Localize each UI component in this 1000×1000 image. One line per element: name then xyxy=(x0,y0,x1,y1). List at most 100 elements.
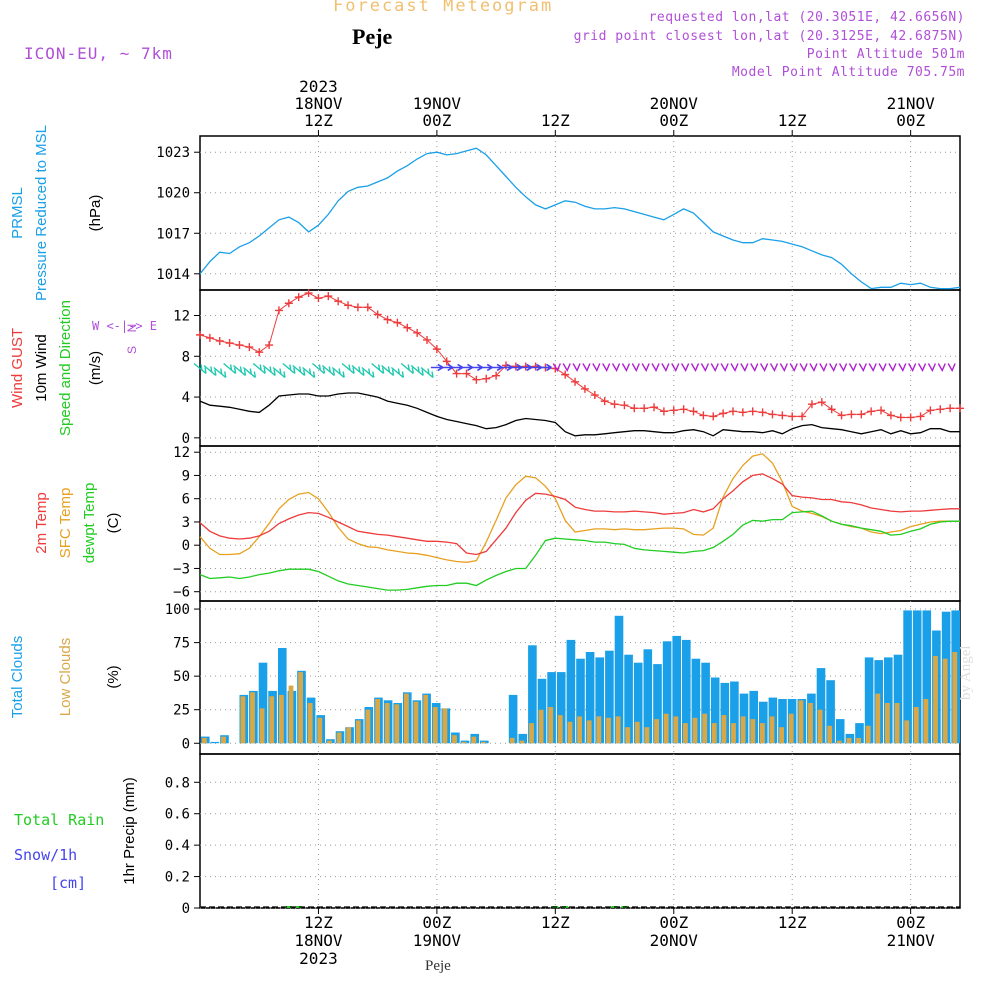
low-cloud-bar xyxy=(548,707,554,744)
compass-n-label: N xyxy=(125,324,139,333)
low-cloud-bar xyxy=(365,709,371,744)
wind-gust-marker xyxy=(758,408,767,417)
top-date-label: 21NOV xyxy=(887,94,936,113)
low-cloud-bar xyxy=(461,741,467,744)
wind-gust-marker xyxy=(196,330,204,339)
bottom-hour-label: 12Z xyxy=(304,913,333,932)
wind-barb xyxy=(641,363,650,373)
low-cloud-bar xyxy=(384,703,390,744)
wind-label-gust: Wind GUST xyxy=(9,328,26,408)
wind-barb xyxy=(631,363,640,373)
ytick-label-temp: 0 xyxy=(182,538,190,554)
ytick-label-clouds: 100 xyxy=(165,602,190,618)
total-cloud-bar xyxy=(816,668,826,744)
wind-barb xyxy=(947,363,956,373)
wind-barb xyxy=(592,363,601,373)
wind-gust-marker xyxy=(432,345,441,354)
wind-barb xyxy=(381,364,395,377)
wind-gust-marker xyxy=(699,411,708,420)
total-cloud-bar xyxy=(508,694,518,744)
point-altitude: Point Altitude 501m xyxy=(806,47,965,62)
low-cloud-bar xyxy=(933,656,938,744)
watermark: by Angel xyxy=(958,645,974,700)
wind-barb xyxy=(671,363,680,373)
wind-barb xyxy=(868,363,877,373)
low-cloud-bar xyxy=(808,703,813,744)
total-cloud-bar xyxy=(922,610,932,744)
precip-label-snow-unit: [cm] xyxy=(50,874,86,892)
low-cloud-bar xyxy=(865,725,871,744)
total-cloud-bar xyxy=(884,657,893,744)
wind-gust-marker xyxy=(768,410,777,419)
total-cloud-bar xyxy=(682,639,691,744)
cloud-label-low: Low Clouds xyxy=(57,638,74,716)
wind-barb xyxy=(371,362,385,375)
wind-gust-marker xyxy=(709,412,718,421)
wind-barb xyxy=(740,363,749,373)
wind-barb xyxy=(720,363,729,373)
low-cloud-bar xyxy=(250,692,255,744)
low-cloud-bar xyxy=(798,700,804,744)
wind-gust-marker xyxy=(778,411,787,420)
wind-barb xyxy=(908,363,917,373)
wind-barb xyxy=(282,362,296,375)
low-cloud-bar xyxy=(885,703,890,744)
low-cloud-bar xyxy=(750,719,756,744)
bottom-year-label: 2023 xyxy=(299,949,338,968)
low-cloud-bar xyxy=(875,693,881,744)
wind-gust-marker xyxy=(531,362,540,371)
bottom-date-label: 18NOV xyxy=(294,931,343,950)
pressure-line xyxy=(199,147,961,290)
total-cloud-bar xyxy=(605,650,614,744)
low-cloud-bar xyxy=(760,723,765,744)
total-cloud-bar xyxy=(566,639,576,744)
wind-gust-marker xyxy=(738,408,747,417)
wind-gust-line xyxy=(199,292,960,418)
wind-barb xyxy=(878,363,887,373)
wind-gust-marker xyxy=(659,407,668,416)
low-cloud-bar xyxy=(721,715,727,744)
wind-barb xyxy=(562,363,571,373)
wind-barb xyxy=(789,363,798,373)
low-cloud-bar xyxy=(913,707,919,744)
wind-barb xyxy=(681,363,690,373)
compass-we-label: W <-|-> E xyxy=(92,319,157,333)
top-hour-label: 12Z xyxy=(778,111,807,130)
wind-barb xyxy=(759,363,769,373)
wind-barb xyxy=(730,363,739,373)
low-cloud-bar xyxy=(269,696,275,744)
wind-gust-marker xyxy=(403,323,412,332)
wind-gust-marker xyxy=(906,413,915,422)
wind-gust-marker xyxy=(363,303,372,312)
top-date-label: 18NOV xyxy=(294,94,343,113)
ytick-label-wind: 4 xyxy=(182,390,190,406)
wind-gust-marker xyxy=(413,328,422,337)
wind-gust-marker xyxy=(383,315,392,324)
wind-barb xyxy=(311,362,326,375)
requested-coords: requested lon,lat (20.3051E, 42.6656N) xyxy=(648,10,965,25)
low-cloud-bar xyxy=(596,716,602,744)
total-cloud-bar xyxy=(662,641,672,744)
wind-gust-marker xyxy=(482,374,491,383)
low-cloud-bar xyxy=(442,708,448,744)
low-cloud-bar xyxy=(375,699,380,744)
wind-gust-marker xyxy=(798,412,807,421)
wind-barb xyxy=(252,362,266,375)
top-hour-label: 00Z xyxy=(659,111,688,130)
top-hour-label: 00Z xyxy=(896,111,925,130)
wind-barb xyxy=(420,366,434,379)
low-cloud-bar xyxy=(952,652,958,744)
ytick-label-wind: 8 xyxy=(182,349,190,365)
top-date-label: 20NOV xyxy=(650,94,699,113)
wind-gust-marker xyxy=(580,384,589,393)
low-cloud-bar xyxy=(942,658,948,744)
wind-gust-marker xyxy=(284,299,293,308)
model-altitude: Model Point Altitude 705.75m xyxy=(731,65,965,80)
low-cloud-bar xyxy=(346,727,352,744)
wind-gust-marker xyxy=(886,411,895,420)
bottom-date-label: 20NOV xyxy=(650,931,699,950)
wind-barb xyxy=(193,362,207,375)
low-cloud-bar xyxy=(307,703,313,744)
wind-gust-marker xyxy=(225,339,234,348)
low-cloud-bar xyxy=(288,685,294,744)
